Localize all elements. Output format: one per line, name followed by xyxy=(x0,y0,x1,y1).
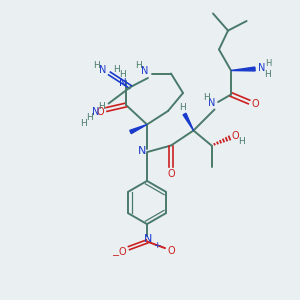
Text: −: − xyxy=(112,251,121,262)
Text: H: H xyxy=(113,65,120,74)
Text: H: H xyxy=(93,61,100,70)
Polygon shape xyxy=(130,124,147,134)
Text: H: H xyxy=(179,103,185,112)
Text: +: + xyxy=(153,242,160,250)
Text: N: N xyxy=(141,65,148,76)
Text: N: N xyxy=(208,98,215,109)
Text: H: H xyxy=(80,119,87,128)
Text: O: O xyxy=(167,169,175,179)
Text: O: O xyxy=(118,247,126,257)
Text: H: H xyxy=(238,137,245,146)
Text: N: N xyxy=(99,64,106,75)
Polygon shape xyxy=(183,113,194,130)
Text: H: H xyxy=(264,70,271,79)
Text: H: H xyxy=(98,102,104,111)
Text: N: N xyxy=(138,146,147,157)
Text: H: H xyxy=(119,70,126,79)
Text: H: H xyxy=(135,61,142,70)
Text: O: O xyxy=(252,99,260,110)
Text: O: O xyxy=(97,106,104,117)
Text: H: H xyxy=(265,59,272,68)
Polygon shape xyxy=(231,67,255,71)
Text: O: O xyxy=(232,130,239,141)
Text: N: N xyxy=(144,234,153,244)
Text: H: H xyxy=(86,113,93,122)
Text: N: N xyxy=(92,106,100,117)
Text: H: H xyxy=(203,93,210,102)
Text: N: N xyxy=(258,63,265,74)
Text: N: N xyxy=(118,77,126,88)
Text: O: O xyxy=(167,246,175,256)
